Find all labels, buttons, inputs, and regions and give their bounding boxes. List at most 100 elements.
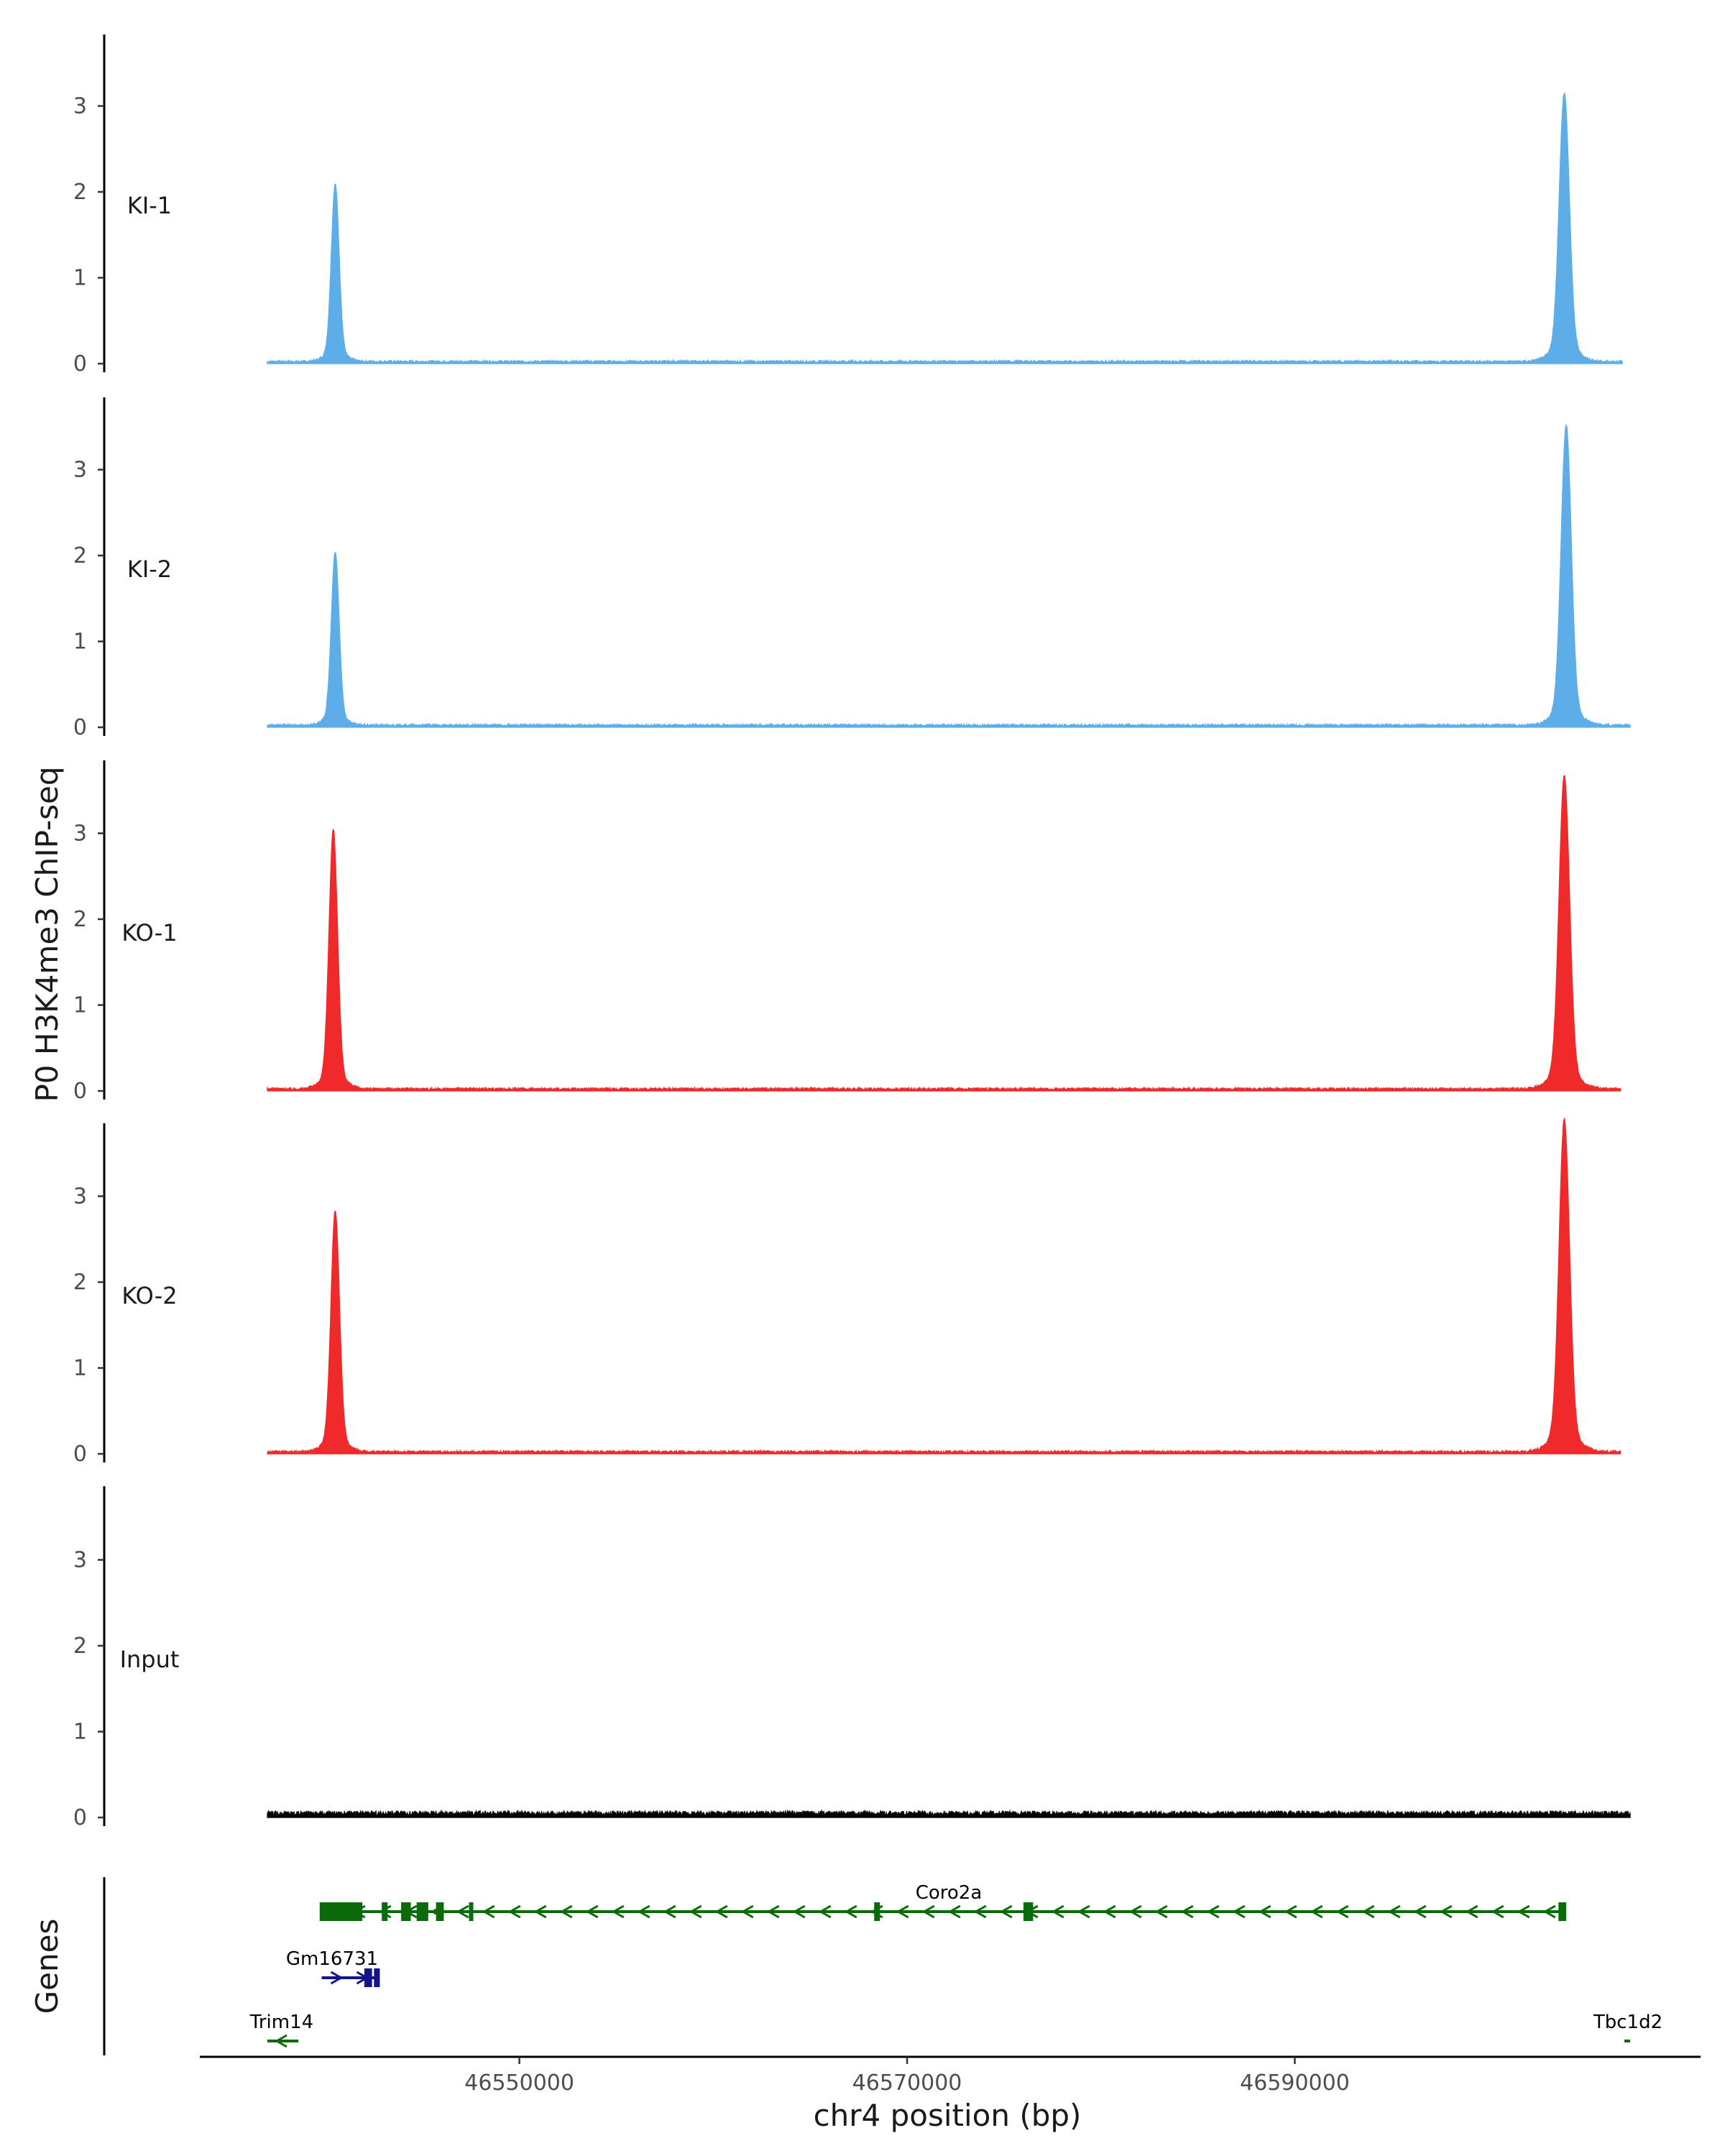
strand-chevron bbox=[818, 1904, 832, 1919]
strand-chevron bbox=[714, 1904, 728, 1919]
y-tick-label: 2 bbox=[73, 543, 87, 568]
y-axis-title: P0 H3K4me3 ChIP-seq bbox=[29, 766, 65, 1102]
gene-label: Tbc1d2 bbox=[1593, 2012, 1662, 2033]
strand-chevron bbox=[921, 1904, 935, 1919]
strand-chevron bbox=[1180, 1904, 1194, 1919]
strand-chevron bbox=[274, 2034, 288, 2048]
strand-chevron bbox=[1154, 1904, 1168, 1919]
track-label: KO-2 bbox=[121, 1282, 177, 1309]
strand-chevron bbox=[1103, 1904, 1116, 1919]
y-tick-label: 3 bbox=[73, 458, 87, 483]
strand-chevron bbox=[766, 1904, 780, 1919]
strand-chevron bbox=[1439, 1904, 1453, 1919]
strand-chevron bbox=[1465, 1904, 1478, 1919]
y-tick-label: 2 bbox=[73, 1270, 87, 1295]
coverage-tracks: 0 1 2 3 KI-1 0 1 2 3 KI-2 0 1 2 3 KO-1 0 1 2 3 KO-2 0 1 2 3 Inpu… bbox=[73, 34, 1631, 1830]
strand-chevron bbox=[896, 1904, 909, 1919]
y-tick-label: 3 bbox=[73, 821, 87, 847]
gene-label: Coro2a bbox=[916, 1882, 983, 1904]
exon bbox=[416, 1902, 428, 1921]
track-ko-1: 0 1 2 3 KO-1 bbox=[73, 760, 1622, 1104]
exon bbox=[374, 1968, 380, 1987]
coverage-area bbox=[267, 775, 1622, 1092]
y-tick-label: 2 bbox=[73, 1634, 87, 1659]
strand-chevron bbox=[1542, 1904, 1556, 1919]
strand-chevron bbox=[689, 1904, 702, 1919]
y-tick-label: 1 bbox=[73, 1356, 87, 1381]
strand-chevron bbox=[844, 1904, 857, 1919]
gene-trim14: Trim14 bbox=[249, 2012, 313, 2048]
track-ko-2: 0 1 2 3 KO-2 bbox=[73, 1117, 1622, 1467]
strand-chevron bbox=[792, 1904, 806, 1919]
x-tick-label: 46570000 bbox=[852, 2070, 962, 2096]
exon bbox=[1558, 1902, 1567, 1921]
x-tick-label: 46590000 bbox=[1240, 2070, 1350, 2096]
track-input: 0 1 2 3 Input bbox=[73, 1486, 1631, 1830]
strand-chevron bbox=[1051, 1904, 1064, 1919]
gene-label: Trim14 bbox=[249, 2012, 313, 2033]
strand-chevron bbox=[947, 1904, 961, 1919]
x-tick-label: 46550000 bbox=[464, 2070, 574, 2096]
track-label: KI-2 bbox=[127, 556, 172, 583]
y-tick-label: 3 bbox=[73, 94, 87, 119]
coverage-area bbox=[267, 423, 1631, 728]
exon bbox=[364, 1968, 372, 1987]
strand-chevron bbox=[740, 1904, 754, 1919]
exon bbox=[436, 1902, 444, 1921]
strand-chevron bbox=[973, 1904, 987, 1919]
strand-chevron bbox=[1310, 1904, 1323, 1919]
gene-gm16731: Gm16731 bbox=[286, 1948, 380, 1987]
strand-chevron bbox=[1206, 1904, 1220, 1919]
strand-chevron bbox=[1491, 1904, 1504, 1919]
y-tick-label: 2 bbox=[73, 907, 87, 932]
y-tick-label: 0 bbox=[73, 1805, 87, 1830]
track-ki-1: 0 1 2 3 KI-1 bbox=[73, 34, 1623, 377]
y-tick-label: 0 bbox=[73, 1079, 87, 1104]
strand-chevron bbox=[637, 1904, 650, 1919]
strand-chevron bbox=[999, 1904, 1013, 1919]
exon bbox=[469, 1902, 474, 1921]
y-tick-label: 2 bbox=[73, 180, 87, 205]
strand-chevron bbox=[1517, 1904, 1530, 1919]
strand-chevron bbox=[1361, 1904, 1375, 1919]
strand-chevron bbox=[611, 1904, 625, 1919]
strand-chevron bbox=[1077, 1904, 1090, 1919]
strand-chevron bbox=[1258, 1904, 1271, 1919]
y-tick-label: 1 bbox=[73, 630, 87, 655]
gene-label: Gm16731 bbox=[286, 1948, 378, 1970]
y-tick-label: 1 bbox=[73, 1720, 87, 1745]
y-tick-label: 0 bbox=[73, 1442, 87, 1467]
strand-chevron bbox=[482, 1904, 495, 1919]
exon bbox=[401, 1902, 411, 1921]
coverage-area bbox=[267, 1809, 1631, 1818]
gene-tbc1d2: Tbc1d2 bbox=[1593, 2012, 1662, 2042]
strand-chevron bbox=[585, 1904, 599, 1919]
strand-chevron bbox=[456, 1904, 469, 1919]
y-tick-label: 3 bbox=[73, 1548, 87, 1573]
track-label: KO-1 bbox=[121, 919, 177, 946]
track-label: KI-1 bbox=[127, 192, 172, 219]
strand-chevron bbox=[1232, 1904, 1246, 1919]
y-tick-label: 0 bbox=[73, 351, 87, 377]
track-ki-2: 0 1 2 3 KI-2 bbox=[73, 397, 1631, 740]
y-tick-label: 1 bbox=[73, 993, 87, 1018]
strand-chevron bbox=[1413, 1904, 1427, 1919]
strand-chevron bbox=[507, 1904, 521, 1919]
x-axis-title: chr4 position (bp) bbox=[814, 2098, 1082, 2133]
exon bbox=[874, 1902, 880, 1921]
y-tick-label: 3 bbox=[73, 1184, 87, 1210]
y-tick-label: 1 bbox=[73, 266, 87, 291]
coverage-area bbox=[267, 1117, 1622, 1455]
strand-chevron bbox=[1335, 1904, 1349, 1919]
x-axis: 46550000 46570000 46590000 bbox=[200, 2055, 1701, 2096]
y-tick-label: 0 bbox=[73, 715, 87, 740]
gene-coro2a: Coro2a bbox=[319, 1882, 1567, 1921]
exon bbox=[1023, 1902, 1034, 1921]
coverage-area bbox=[267, 93, 1623, 364]
exon bbox=[382, 1902, 388, 1921]
track-label: Input bbox=[120, 1646, 180, 1673]
strand-chevron bbox=[1128, 1904, 1142, 1919]
genes-track-label: Genes bbox=[29, 1919, 65, 2014]
strand-chevron bbox=[330, 1971, 344, 1985]
